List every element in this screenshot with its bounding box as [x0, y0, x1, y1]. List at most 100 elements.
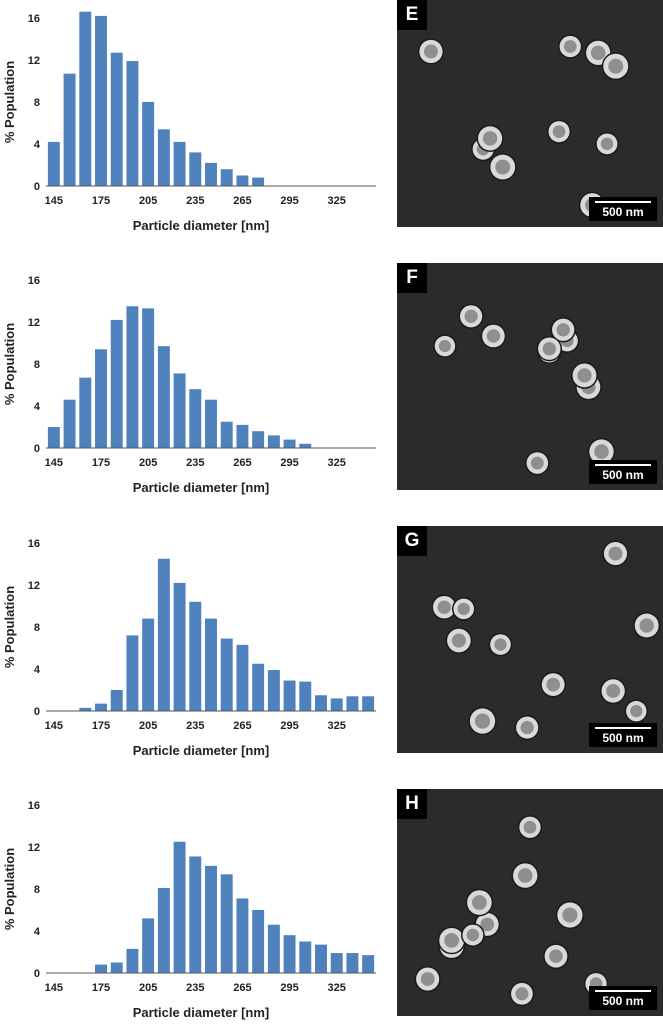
particle-core: [549, 949, 563, 964]
histogram-bar: [315, 695, 327, 711]
x-axis-title: Particle diameter [nm]: [133, 218, 270, 233]
sem-image-h: H 500 nm: [397, 789, 663, 1016]
histogram-g: 0 4 8 12 16 145 175 205 235 265 295 325 Particle dia…: [0, 525, 380, 765]
particle-core: [495, 159, 511, 175]
histogram-bar: [330, 698, 343, 711]
particle-core: [474, 713, 491, 729]
y-axis-title: % Population: [2, 323, 17, 405]
particle-core: [517, 868, 533, 883]
y-tick-label: 0: [34, 968, 40, 980]
x-tick-label: 145: [45, 195, 63, 207]
particle-core: [590, 45, 606, 61]
histogram-bar: [157, 346, 170, 448]
particle-core: [630, 705, 643, 718]
histogram-bar: [283, 680, 296, 711]
x-tick-label: 325: [328, 457, 346, 469]
histogram-bar: [95, 964, 107, 973]
histogram-f-svg: 0 4 8 12 16 145 175 205 235 265 295 325 Particle dia…: [2, 275, 376, 495]
y-tick-label: 0: [34, 706, 40, 718]
histogram-bar: [267, 924, 280, 973]
particle-core: [530, 456, 544, 470]
particle-core: [480, 917, 495, 932]
y-tick-label: 0: [34, 181, 40, 193]
x-tick-label: 265: [233, 195, 251, 207]
particle-core: [563, 40, 577, 53]
x-tick-label: 235: [186, 457, 204, 469]
x-tick-label: 235: [186, 982, 204, 994]
histogram-bar: [142, 308, 155, 448]
particle-core: [520, 720, 534, 735]
histogram-bar: [236, 424, 249, 448]
scale-bar-label-e: 500 nm: [602, 205, 644, 219]
histogram-bar: [189, 856, 202, 973]
histogram-bar: [299, 443, 312, 448]
sem-image-f: F 500 nm: [397, 263, 663, 490]
histogram-bar: [79, 11, 92, 187]
histogram-bar: [126, 306, 139, 448]
histogram-bar: [79, 377, 92, 448]
y-tick-label: 16: [28, 275, 40, 287]
histogram-bar: [220, 874, 233, 973]
particle-core: [486, 329, 501, 343]
histogram-bar: [173, 373, 186, 448]
particle-core: [444, 932, 460, 948]
particle-core: [438, 339, 452, 353]
histogram-bar: [142, 918, 155, 973]
scale-bar-h: 500 nm: [589, 986, 657, 1010]
y-axis-title: % Population: [2, 848, 17, 930]
histogram-bar: [220, 169, 233, 186]
x-axis-title: Particle diameter [nm]: [133, 480, 270, 495]
y-tick-label: 16: [28, 13, 40, 25]
particle-core: [457, 602, 470, 616]
histogram-bar: [79, 707, 92, 711]
histogram-bar: [283, 935, 296, 973]
histogram-bar: [63, 73, 76, 186]
histogram-bar: [362, 955, 375, 973]
x-tick-label: 295: [280, 720, 298, 732]
panel-letter-e: E: [397, 0, 427, 30]
histogram-bar: [220, 638, 233, 711]
histogram-h: 0 4 8 12 16 145 175 205 235 265 295 325 Particle dia…: [0, 787, 380, 1027]
y-axis-title: % Population: [2, 586, 17, 668]
particle-core: [546, 677, 561, 692]
histogram-bar: [157, 129, 170, 186]
histogram-e: 0 4 8 12 16 145 175 205 235 265 295 325 Particle dia…: [0, 0, 380, 240]
histogram-bar: [283, 439, 296, 448]
x-tick-label: 175: [92, 720, 110, 732]
histogram-bar: [205, 162, 217, 186]
particle-core: [466, 928, 480, 942]
histogram-bar: [267, 435, 280, 448]
particle-core: [600, 137, 614, 151]
histogram-bar: [189, 601, 202, 711]
histogram-h-svg: 0 4 8 12 16 145 175 205 235 265 295 325 Particle dia…: [2, 800, 376, 1020]
histogram-bar: [126, 61, 139, 186]
histogram-bar: [173, 582, 186, 711]
histogram-bar: [63, 399, 76, 448]
particle-core: [594, 444, 609, 459]
sem-particles-g: [431, 540, 661, 741]
sem-image-g: G 500 nm: [397, 526, 663, 753]
scale-bar-label-g: 500 nm: [602, 731, 644, 745]
histogram-bar: [173, 841, 186, 973]
histogram-bar: [362, 696, 375, 711]
scale-bar-e: 500 nm: [589, 197, 657, 221]
histogram-bar: [157, 558, 170, 711]
histogram-f: 0 4 8 12 16 145 175 205 235 265 295 325 Particle dia…: [0, 262, 380, 502]
x-tick-label: 325: [328, 195, 346, 207]
particle-core: [472, 895, 487, 910]
particle-core: [420, 972, 435, 987]
particle-core: [552, 125, 566, 138]
histogram-bar: [252, 431, 265, 448]
histogram-bar: [252, 177, 265, 186]
particle-core: [451, 633, 466, 648]
panel-letter-h: H: [397, 789, 427, 819]
x-tick-label: 175: [92, 195, 110, 207]
histogram-bar: [95, 349, 107, 448]
histogram-bar: [236, 175, 249, 186]
x-tick-label: 175: [92, 982, 110, 994]
y-tick-label: 12: [28, 317, 40, 329]
histogram-bar: [346, 696, 359, 711]
histogram-g-svg: 0 4 8 12 16 145 175 205 235 265 295 325 Particle dia…: [2, 538, 376, 758]
histogram-bar: [252, 910, 265, 973]
particle-core: [639, 618, 654, 633]
